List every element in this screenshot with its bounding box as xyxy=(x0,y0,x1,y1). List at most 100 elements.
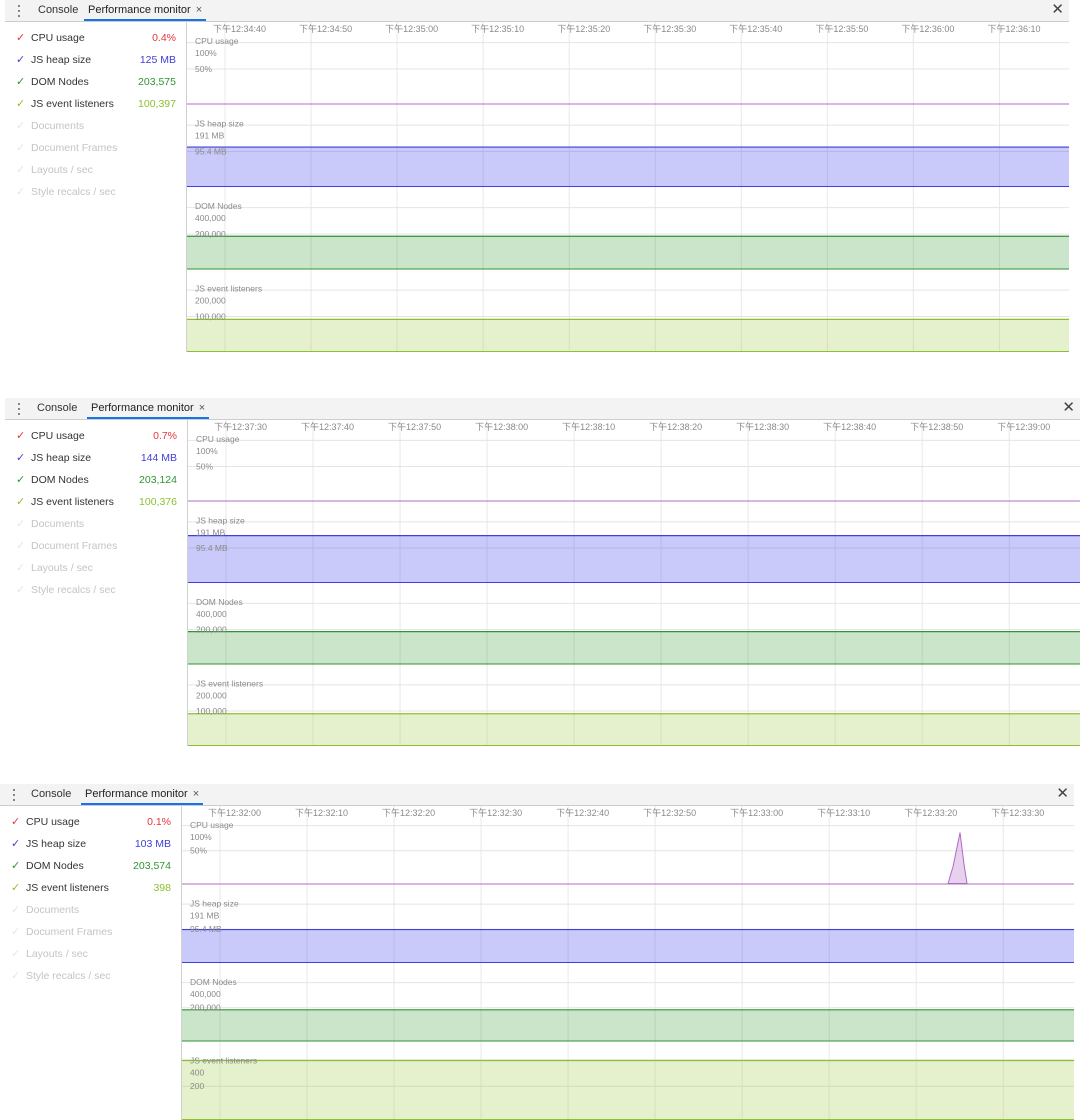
tab-performance-monitor-label: Performance monitor xyxy=(91,402,194,414)
heap-tick-mid: 95.4 MB xyxy=(196,543,228,553)
metric-documents[interactable]: ✓ Documents xyxy=(5,513,187,535)
heap-tick-max: 191 MB xyxy=(196,528,226,538)
checkmark-icon: ✓ xyxy=(11,970,21,982)
listeners-area xyxy=(188,713,1080,745)
metric-dom-nodes[interactable]: ✓ DOM Nodes 203,575 xyxy=(5,71,186,93)
time-label: 下午12:38:40 xyxy=(823,421,876,432)
perf-monitor-panel-1: Console Performance monitor × ✕ ✓ CPU usag… xyxy=(5,0,1069,352)
metric-documents[interactable]: ✓ Documents xyxy=(0,899,181,921)
metric-cpu-usage[interactable]: ✓ CPU usage 0.1% xyxy=(0,811,181,833)
checkmark-icon: ✓ xyxy=(16,142,26,154)
time-label: 下午12:38:10 xyxy=(562,421,615,432)
metric-label: JS heap size xyxy=(26,838,87,850)
tab-performance-monitor[interactable]: Performance monitor × xyxy=(81,784,204,805)
metric-value: 203,575 xyxy=(138,76,176,88)
dom-title: DOM Nodes xyxy=(195,201,242,211)
cpu-spike xyxy=(947,832,968,884)
chart-svg: 下午12:37:30 下午12:37:40 下午12:37:50 下午12:38:00… xyxy=(188,420,1080,746)
heap-tick-mid: 95.4 MB xyxy=(190,924,222,934)
metric-js-heap-size[interactable]: ✓ JS heap size 144 MB xyxy=(5,447,187,469)
metric-label: Document Frames xyxy=(31,142,118,154)
metric-layouts-sec[interactable]: ✓ Layouts / sec xyxy=(0,943,181,965)
metric-label: JS event listeners xyxy=(26,882,109,894)
metric-label: Documents xyxy=(31,518,85,530)
metric-style-recalcs-sec[interactable]: ✓ Style recalcs / sec xyxy=(0,965,181,987)
time-label: 下午12:37:40 xyxy=(301,421,354,432)
tab-close-icon[interactable]: × xyxy=(192,788,200,800)
checkmark-icon: ✓ xyxy=(16,98,26,110)
metric-dom-nodes[interactable]: ✓ DOM Nodes 203,574 xyxy=(0,855,181,877)
listeners-tick-mid: 100,000 xyxy=(196,706,227,716)
heap-area xyxy=(188,535,1080,582)
tab-close-icon[interactable]: × xyxy=(198,402,206,414)
metric-document-frames[interactable]: ✓ Document Frames xyxy=(5,137,186,159)
metric-label: JS heap size xyxy=(31,452,92,464)
metric-label: Layouts / sec xyxy=(31,562,93,574)
close-panel-icon[interactable]: ✕ xyxy=(1051,1,1064,18)
metric-document-frames[interactable]: ✓ Document Frames xyxy=(0,921,181,943)
heap-area xyxy=(182,929,1074,962)
time-label: 下午12:33:10 xyxy=(817,807,870,818)
metrics-sidebar: ✓ CPU usage 0.7% ✓ JS heap size 144 MB ✓ DOM No… xyxy=(5,420,187,746)
metric-documents[interactable]: ✓ Documents xyxy=(5,115,186,137)
tab-performance-monitor[interactable]: Performance monitor × xyxy=(87,398,210,419)
metric-style-recalcs-sec[interactable]: ✓ Style recalcs / sec xyxy=(5,181,186,203)
tab-console[interactable]: Console xyxy=(37,402,78,414)
metric-js-heap-size[interactable]: ✓ JS heap size 103 MB xyxy=(0,833,181,855)
listeners-area xyxy=(187,319,1069,351)
time-label: 下午12:33:30 xyxy=(991,807,1044,818)
tab-close-icon[interactable]: × xyxy=(195,4,203,16)
metric-js-event-listeners[interactable]: ✓ JS event listeners 398 xyxy=(0,877,181,899)
checkmark-icon: ✓ xyxy=(16,452,26,464)
close-panel-icon[interactable]: ✕ xyxy=(1062,399,1075,416)
devtools-tabbar: Console Performance monitor × ✕ xyxy=(5,0,1069,22)
metrics-sidebar: ✓ CPU usage 0.1% ✓ JS heap size 103 MB ✓ DOM No… xyxy=(0,806,181,1120)
metric-style-recalcs-sec[interactable]: ✓ Style recalcs / sec xyxy=(5,579,187,601)
listeners-title: JS event listeners xyxy=(190,1056,257,1066)
more-options-icon[interactable] xyxy=(16,402,22,416)
metric-js-heap-size[interactable]: ✓ JS heap size 125 MB xyxy=(5,49,186,71)
metric-layouts-sec[interactable]: ✓ Layouts / sec xyxy=(5,557,187,579)
dom-area xyxy=(187,236,1069,269)
cpu-tick-mid: 50% xyxy=(190,846,207,856)
perf-monitor-panel-3: Console Performance monitor × ✕ ✓ CPU usag… xyxy=(0,784,1074,1120)
checkmark-icon: ✓ xyxy=(16,430,26,442)
metric-value: 203,574 xyxy=(133,860,171,872)
tab-performance-monitor[interactable]: Performance monitor × xyxy=(84,0,207,21)
metrics-chart: 下午12:37:30 下午12:37:40 下午12:37:50 下午12:38:00… xyxy=(187,420,1080,746)
tab-console[interactable]: Console xyxy=(38,4,79,16)
listeners-title: JS event listeners xyxy=(195,284,262,294)
time-label: 下午12:35:30 xyxy=(643,23,696,34)
time-label: 下午12:32:20 xyxy=(382,807,435,818)
chart-svg: 下午12:32:00 下午12:32:10 下午12:32:20 下午12:32:30… xyxy=(182,806,1074,1120)
time-label: 下午12:35:20 xyxy=(557,23,610,34)
time-label: 下午12:36:00 xyxy=(901,23,954,34)
time-label: 下午12:35:00 xyxy=(385,23,438,34)
metric-layouts-sec[interactable]: ✓ Layouts / sec xyxy=(5,159,186,181)
metric-cpu-usage[interactable]: ✓ CPU usage 0.7% xyxy=(5,425,187,447)
close-panel-icon[interactable]: ✕ xyxy=(1056,785,1069,802)
more-options-icon[interactable] xyxy=(16,4,22,18)
time-label: 下午12:34:40 xyxy=(213,23,266,34)
metric-value: 144 MB xyxy=(140,452,177,464)
metric-value: 203,124 xyxy=(139,474,177,486)
metric-js-event-listeners[interactable]: ✓ JS event listeners 100,376 xyxy=(5,491,187,513)
listeners-tick-max: 400 xyxy=(190,1068,204,1078)
checkmark-icon: ✓ xyxy=(11,882,21,894)
metric-cpu-usage[interactable]: ✓ CPU usage 0.4% xyxy=(5,27,186,49)
metric-document-frames[interactable]: ✓ Document Frames xyxy=(5,535,187,557)
metric-dom-nodes[interactable]: ✓ DOM Nodes 203,124 xyxy=(5,469,187,491)
dom-area xyxy=(182,1009,1074,1041)
cpu-tick-max: 100% xyxy=(195,48,217,58)
checkmark-icon: ✓ xyxy=(11,816,21,828)
tab-console[interactable]: Console xyxy=(31,788,72,800)
perf-monitor-panel-2: Console Performance monitor × ✕ ✓ CPU usag… xyxy=(5,398,1080,746)
more-options-icon[interactable] xyxy=(11,788,17,802)
heap-tick-max: 191 MB xyxy=(195,131,225,141)
metric-label: Style recalcs / sec xyxy=(26,970,111,982)
time-label: 下午12:33:20 xyxy=(904,807,957,818)
metric-js-event-listeners[interactable]: ✓ JS event listeners 100,397 xyxy=(5,93,186,115)
listeners-tick-max: 200,000 xyxy=(196,691,227,701)
metric-value: 100,376 xyxy=(139,496,177,508)
checkmark-icon: ✓ xyxy=(16,54,26,66)
